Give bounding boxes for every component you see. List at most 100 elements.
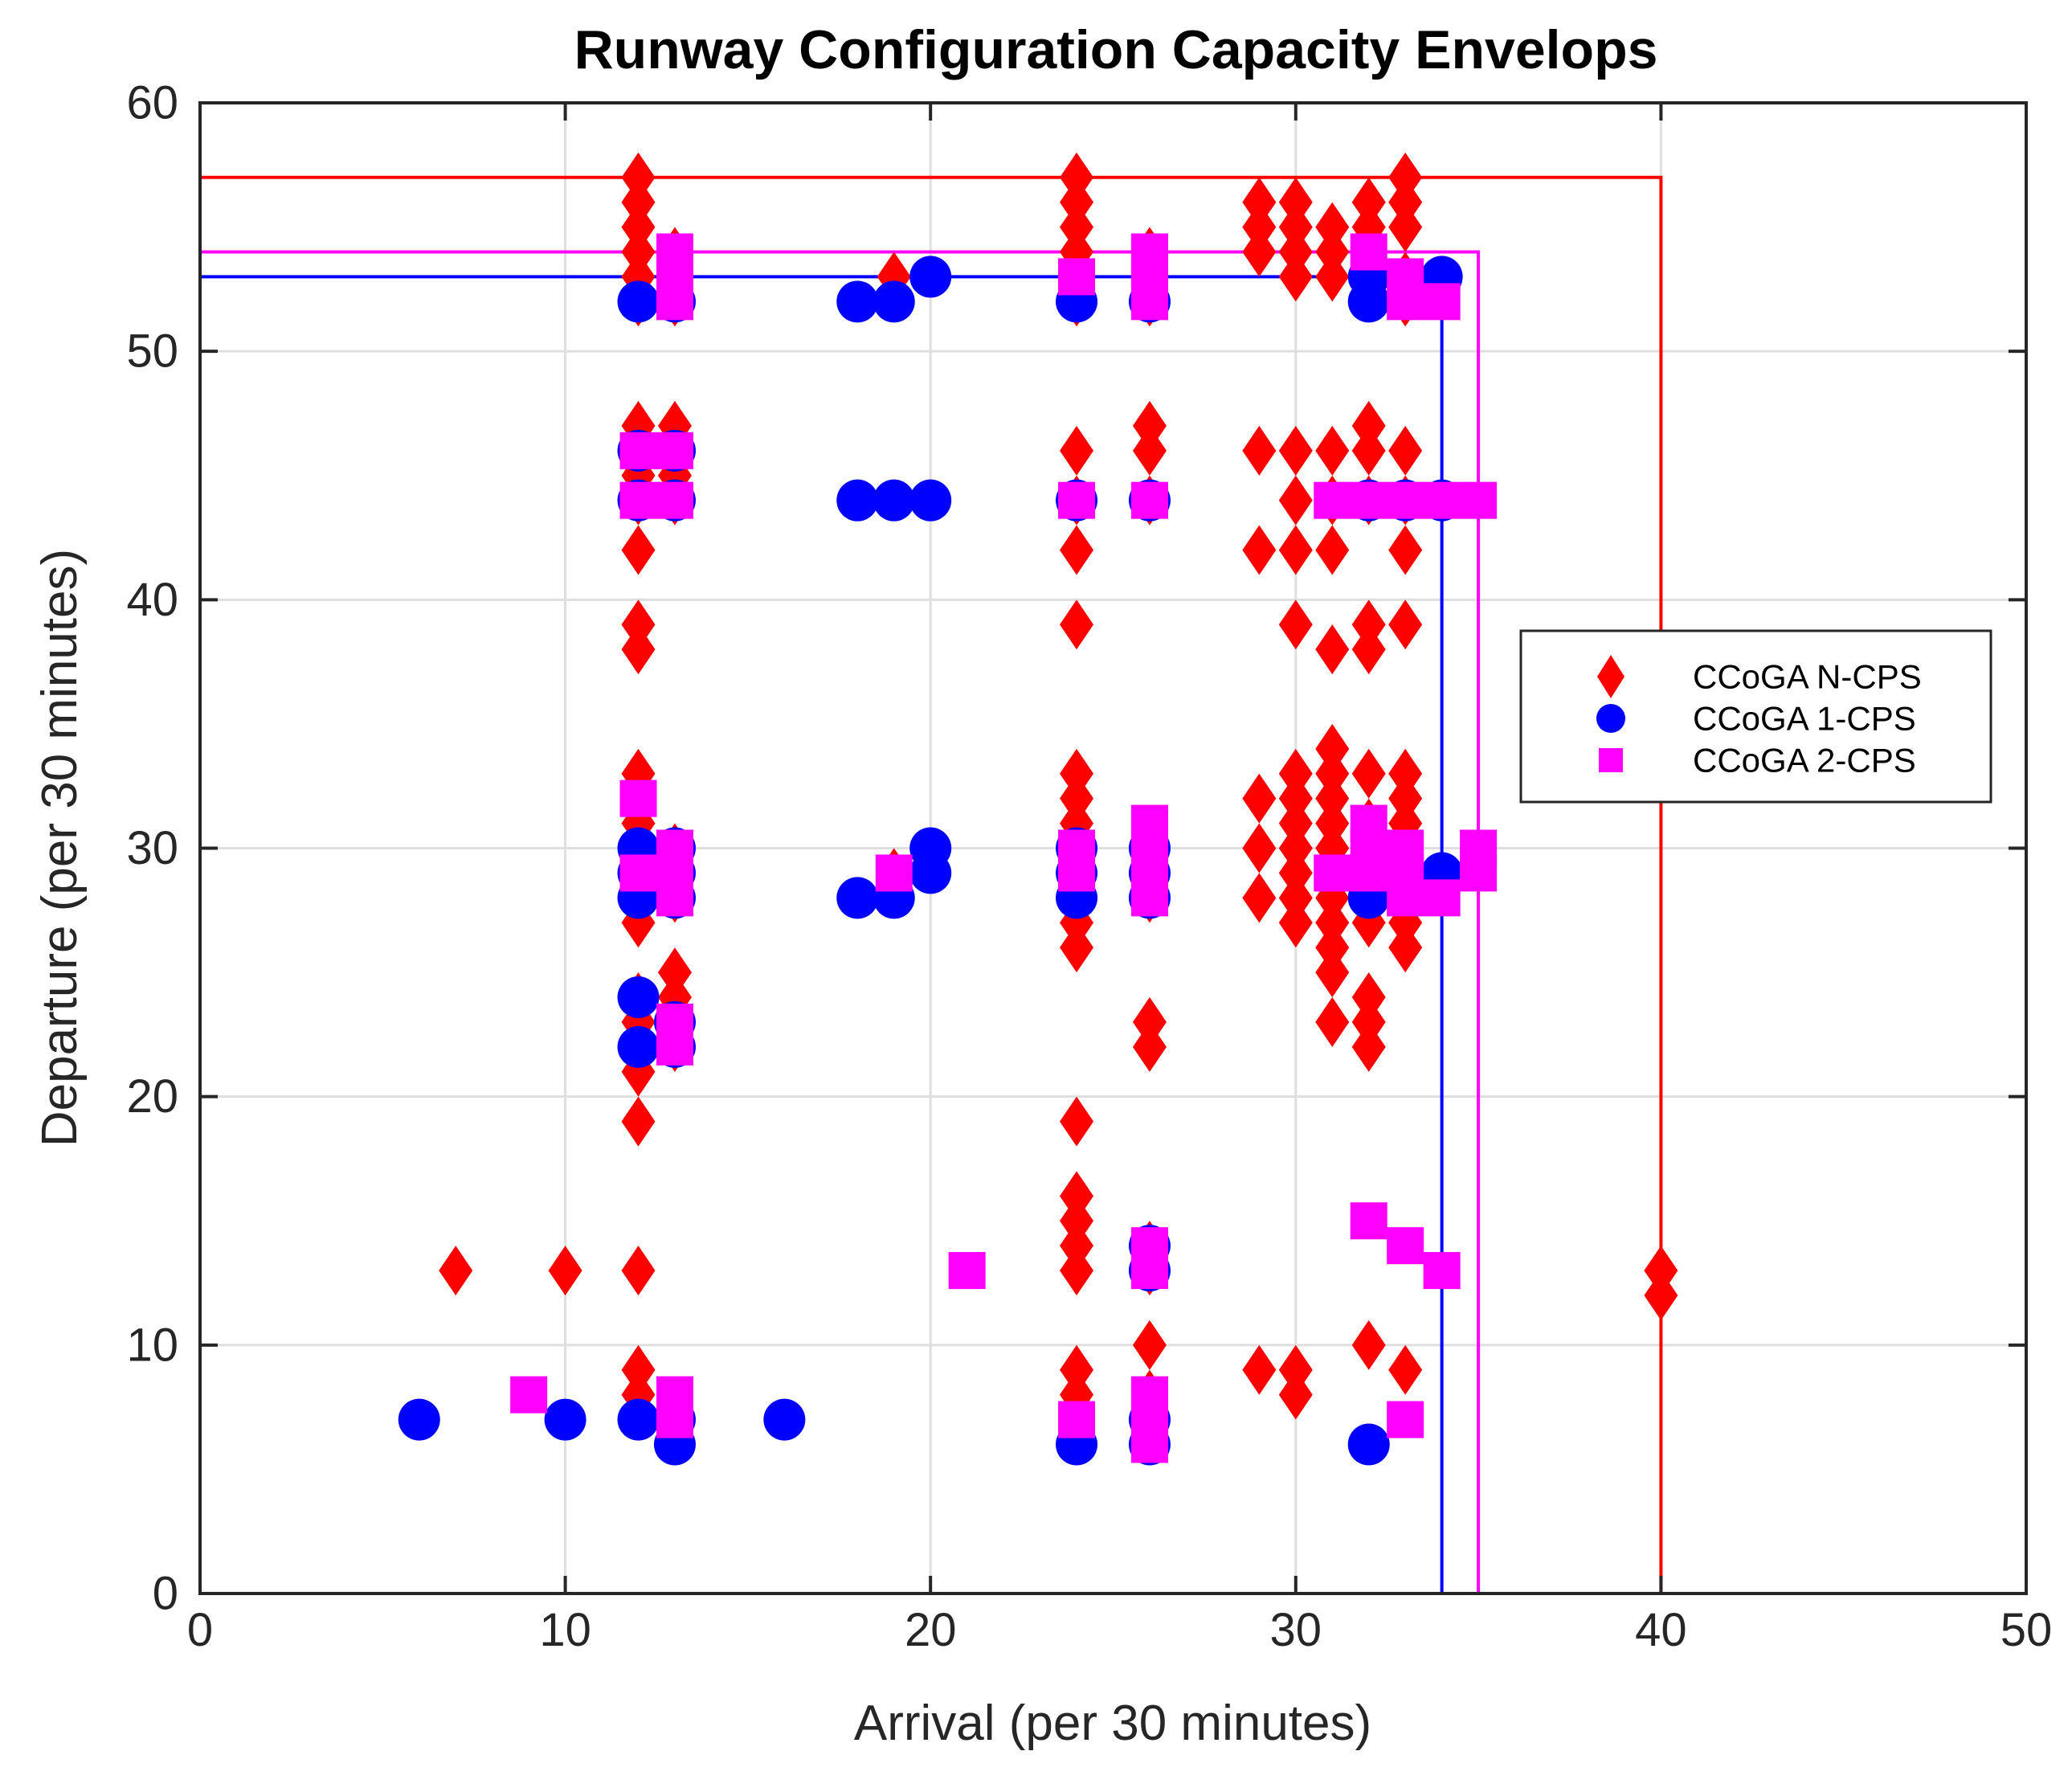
y-tick-label: 10 bbox=[126, 1319, 178, 1371]
point-1-cps bbox=[909, 256, 952, 298]
point-n-cps bbox=[621, 1246, 656, 1296]
x-tick-label: 30 bbox=[1270, 1604, 1322, 1656]
point-n-cps bbox=[1060, 1246, 1094, 1296]
x-tick-label: 20 bbox=[905, 1604, 957, 1656]
point-2-cps bbox=[1387, 1401, 1424, 1438]
x-tick-label: 40 bbox=[1635, 1604, 1687, 1656]
point-2-cps bbox=[619, 854, 657, 892]
legend-marker-1-cps bbox=[1596, 704, 1625, 733]
point-1-cps bbox=[617, 1398, 660, 1441]
point-n-cps bbox=[1278, 1369, 1313, 1420]
legend-marker-n-cps bbox=[1597, 655, 1624, 698]
point-n-cps bbox=[1351, 748, 1386, 799]
point-2-cps bbox=[656, 879, 693, 917]
point-n-cps bbox=[1278, 898, 1313, 948]
point-n-cps bbox=[1278, 599, 1313, 650]
point-n-cps bbox=[1060, 599, 1094, 650]
point-2-cps bbox=[1423, 481, 1461, 519]
point-n-cps bbox=[1388, 599, 1423, 650]
point-1-cps bbox=[909, 479, 952, 522]
point-1-cps bbox=[544, 1398, 586, 1441]
point-2-cps bbox=[875, 854, 913, 892]
point-n-cps bbox=[1388, 1344, 1423, 1395]
point-1-cps bbox=[617, 1025, 660, 1068]
point-n-cps bbox=[1278, 425, 1313, 476]
point-2-cps bbox=[1423, 1252, 1461, 1290]
data-points bbox=[398, 152, 1678, 1466]
legend-marker-2-cps bbox=[1599, 748, 1623, 772]
y-tick-label: 20 bbox=[126, 1070, 178, 1123]
point-2-cps bbox=[1130, 1426, 1168, 1463]
point-n-cps bbox=[1278, 252, 1313, 302]
point-2-cps bbox=[656, 432, 693, 469]
point-1-cps bbox=[763, 1398, 806, 1441]
point-n-cps bbox=[1315, 996, 1350, 1047]
envelope-line-n-cps bbox=[200, 175, 1663, 1594]
point-n-cps bbox=[1132, 425, 1167, 476]
y-tick-label: 0 bbox=[153, 1568, 178, 1620]
point-n-cps bbox=[1060, 923, 1094, 973]
point-2-cps bbox=[656, 1028, 693, 1066]
point-2-cps bbox=[656, 1401, 693, 1438]
point-2-cps bbox=[1387, 1227, 1424, 1265]
point-1-cps bbox=[836, 479, 879, 522]
point-2-cps bbox=[1058, 258, 1096, 296]
point-n-cps bbox=[1388, 202, 1423, 252]
x-tick-label: 50 bbox=[2000, 1604, 2053, 1656]
x-tick-label: 10 bbox=[539, 1604, 591, 1656]
point-n-cps bbox=[439, 1246, 473, 1296]
point-1-cps bbox=[836, 877, 879, 919]
axis-ticks: 0 10 20 30 40 50 0 10 20 30 40 50 60 bbox=[126, 77, 2052, 1657]
point-2-cps bbox=[619, 779, 657, 817]
point-n-cps bbox=[1242, 425, 1277, 476]
point-n-cps bbox=[1315, 947, 1350, 998]
point-n-cps bbox=[1278, 525, 1313, 575]
y-tick-label: 60 bbox=[126, 77, 178, 129]
point-2-cps bbox=[619, 432, 657, 469]
point-1-cps bbox=[1347, 280, 1390, 323]
point-2-cps bbox=[1314, 854, 1351, 892]
y-axis-label: Departure (per 30 minutes) bbox=[32, 549, 88, 1147]
point-2-cps bbox=[1130, 481, 1168, 519]
legend-label-1-cps: CCoGA 1-CPS bbox=[1693, 700, 1916, 738]
point-1-cps bbox=[836, 280, 879, 323]
point-1-cps bbox=[1347, 1423, 1390, 1466]
point-1-cps bbox=[617, 280, 660, 323]
point-2-cps bbox=[1460, 854, 1498, 892]
point-1-cps bbox=[909, 852, 952, 894]
point-n-cps bbox=[1132, 1319, 1167, 1370]
point-n-cps bbox=[621, 1096, 656, 1147]
point-2-cps bbox=[1350, 854, 1387, 892]
point-2-cps bbox=[1350, 233, 1387, 271]
point-2-cps bbox=[1130, 283, 1168, 321]
point-2-cps bbox=[1130, 879, 1168, 917]
point-n-cps bbox=[1351, 1319, 1386, 1370]
point-n-cps bbox=[1060, 525, 1094, 575]
point-n-cps bbox=[1278, 475, 1313, 526]
point-1-cps bbox=[617, 976, 660, 1018]
point-2-cps bbox=[1460, 481, 1498, 519]
point-n-cps bbox=[1388, 425, 1423, 476]
legend-label-n-cps: CCoGA N-CPS bbox=[1693, 658, 1922, 696]
point-n-cps bbox=[1132, 1021, 1167, 1072]
point-n-cps bbox=[1351, 624, 1386, 675]
point-2-cps bbox=[1423, 283, 1461, 321]
point-n-cps bbox=[1242, 773, 1277, 824]
point-n-cps bbox=[1315, 252, 1350, 302]
point-1-cps bbox=[873, 280, 915, 323]
legend-label-2-cps: CCoGA 2-CPS bbox=[1693, 742, 1916, 779]
point-n-cps bbox=[1315, 624, 1350, 675]
y-tick-label: 40 bbox=[126, 574, 178, 626]
x-tick-label: 0 bbox=[187, 1604, 213, 1656]
point-n-cps bbox=[1242, 873, 1277, 923]
envelope-line-1-cps bbox=[200, 275, 1444, 1594]
point-2-cps bbox=[1058, 481, 1096, 519]
point-n-cps bbox=[1644, 1270, 1678, 1320]
point-n-cps bbox=[1060, 425, 1094, 476]
point-2-cps bbox=[510, 1376, 548, 1414]
point-n-cps bbox=[1060, 1096, 1094, 1147]
point-2-cps bbox=[1130, 1252, 1168, 1290]
legend: CCoGA N-CPS CCoGA 1-CPS CCoGA 2-CPS bbox=[1519, 629, 1992, 804]
point-n-cps bbox=[1242, 1344, 1277, 1395]
